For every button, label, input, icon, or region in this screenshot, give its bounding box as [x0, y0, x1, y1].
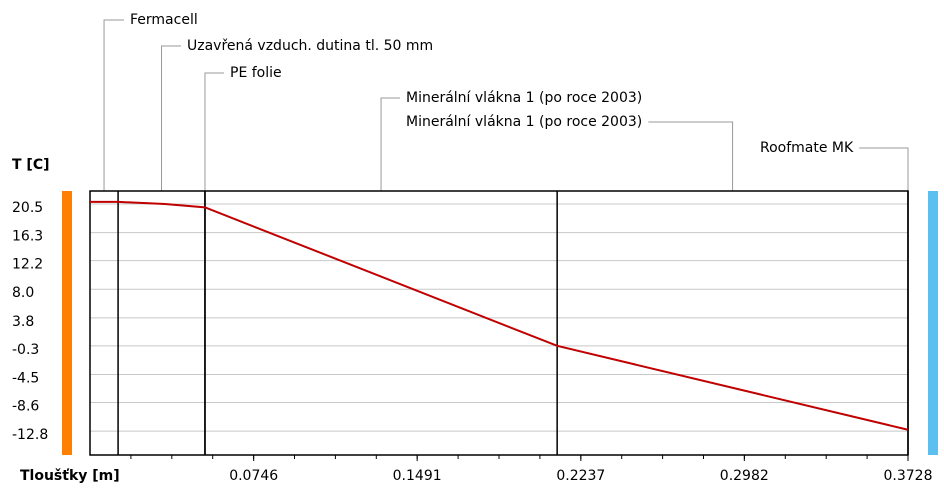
- leader-line: [103, 19, 124, 191]
- y-tick-label: 20.5: [12, 200, 43, 216]
- temperature-line: [90, 200, 909, 431]
- layer-label: Fermacell: [130, 12, 198, 28]
- y-tick-label: 16.3: [12, 229, 43, 245]
- layer-label: PE folie: [230, 65, 282, 81]
- y-tick-label: 3.8: [12, 314, 34, 330]
- x-tick-label: 0.0746: [229, 468, 278, 484]
- layer-label: Minerální vlákna 1 (po roce 2003): [406, 90, 642, 106]
- leader-line: [161, 45, 181, 191]
- x-tick-label: 0.3728: [884, 468, 933, 484]
- layer-label: Minerální vlákna 1 (po roce 2003): [406, 114, 642, 130]
- x-tick-label: 0.2982: [720, 468, 769, 484]
- outside-bar: [928, 191, 938, 455]
- y-tick-label: 8.0: [12, 285, 34, 301]
- plot-frame: [89, 190, 909, 456]
- leader-line: [204, 72, 224, 191]
- x-tick-label: 0.1491: [393, 468, 442, 484]
- leader-line: [380, 97, 400, 191]
- x-tick-label: 0.2237: [556, 468, 605, 484]
- y-tick-label: -0.3: [12, 342, 39, 358]
- y-tick-label: -4.5: [12, 371, 39, 387]
- y-tick-label: -12.8: [12, 427, 48, 443]
- y-tick-label: -8.6: [12, 398, 39, 414]
- x-axis-title: Tloušťky [m]: [20, 468, 120, 484]
- inside-bar: [62, 191, 72, 455]
- layer-label: Uzavřená vzduch. dutina tl. 50 mm: [187, 38, 433, 54]
- y-tick-label: 12.2: [12, 257, 43, 273]
- leader-line: [859, 147, 909, 191]
- layer-label: Roofmate MK: [760, 140, 854, 156]
- leader-line: [648, 121, 734, 191]
- y-axis-title: T [C]: [12, 157, 50, 173]
